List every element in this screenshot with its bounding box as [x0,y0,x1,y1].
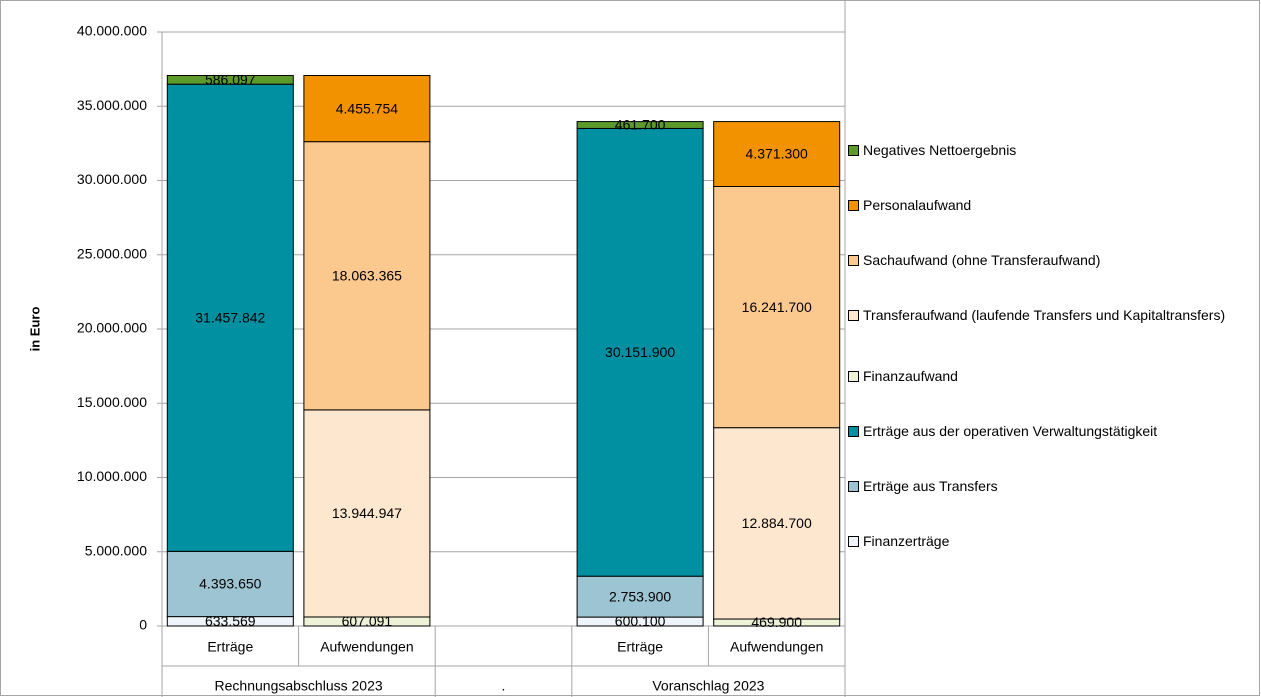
legend-label: Finanzaufwand [863,368,958,384]
group-label: . [502,678,506,694]
legend-swatch [848,371,859,382]
legend-swatch [848,481,859,492]
legend-swatch [848,200,859,211]
value-label: 2.753.900 [609,588,671,604]
x-tick-label: Erträge [207,639,253,655]
value-label: 586.097 [205,72,256,88]
bar-segment [713,185,841,429]
value-label: 13.944.947 [332,505,402,521]
legend-item: Erträge aus Transfers [848,476,1253,496]
bar-segment [303,409,431,618]
y-tick-label: 0 [139,617,147,633]
value-label: 633.569 [205,613,256,629]
y-tick-label: 5.000.000 [85,542,147,558]
legend-item: Transferaufwand (laufende Transfers und … [848,305,1253,325]
value-label: 16.241.700 [742,299,812,315]
legend-swatch [848,145,859,156]
value-label: 12.884.700 [742,515,812,531]
legend-item: Finanzerträge [848,531,1253,551]
value-label: 4.393.650 [199,576,261,592]
bar-segment [713,121,841,187]
x-tick-label: Aufwendungen [730,639,823,655]
y-tick-label: 30.000.000 [77,171,147,187]
legend-label: Erträge aus der operativen Verwaltungstä… [863,423,1158,439]
legend-item: Negatives Nettoergebnis [848,140,1253,160]
legend-item: Personalaufwand [848,195,1253,215]
legend-item: Finanzaufwand [848,366,1253,386]
legend-swatch [848,426,859,437]
value-label: 31.457.842 [195,309,265,325]
legend-label: Finanzerträge [863,533,950,549]
legend-swatch [848,310,859,321]
bar-segment [576,121,704,129]
value-label: 30.151.900 [605,344,675,360]
y-tick-label: 25.000.000 [77,245,147,261]
x-tick-label: Erträge [617,639,663,655]
bar-segment [576,127,704,577]
bar-segment [713,427,841,620]
x-tick-label: Aufwendungen [320,639,413,655]
bar-segment [303,141,431,411]
bar-segment [576,575,704,618]
value-label: 600.100 [615,613,666,629]
legend-label: Personalaufwand [863,197,972,213]
bar-segment [166,74,294,85]
value-label: 18.063.365 [332,267,402,283]
legend-swatch [848,536,859,547]
y-tick-label: 20.000.000 [77,320,147,336]
legend-label: Transferaufwand (laufende Transfers und … [863,307,1226,323]
legend-item: Erträge aus der operativen Verwaltungstä… [848,421,1253,441]
group-label: Rechnungsabschluss 2023 [215,678,383,694]
bar-segment [303,74,431,143]
bar-segment [166,550,294,618]
group-label: Voranschlag 2023 [652,678,764,694]
legend-label: Negatives Nettoergebnis [863,142,1017,158]
y-tick-label: 10.000.000 [77,468,147,484]
y-tick-label: 15.000.000 [77,394,147,410]
value-label: 607.091 [342,613,393,629]
legend-label: Erträge aus Transfers [863,478,998,494]
legend-swatch [848,255,859,266]
value-label: 4.371.300 [746,146,808,162]
value-label: 461.700 [615,117,666,133]
bar-segment [166,83,294,552]
value-label: 469.900 [751,614,802,630]
legend-item: Sachaufwand (ohne Transferaufwand) [848,250,1253,270]
value-label: 4.455.754 [336,100,398,116]
legend-label: Sachaufwand (ohne Transferaufwand) [863,252,1101,268]
y-axis-label: in Euro [27,307,42,352]
y-tick-label: 40.000.000 [77,23,147,39]
y-tick-label: 35.000.000 [77,97,147,113]
